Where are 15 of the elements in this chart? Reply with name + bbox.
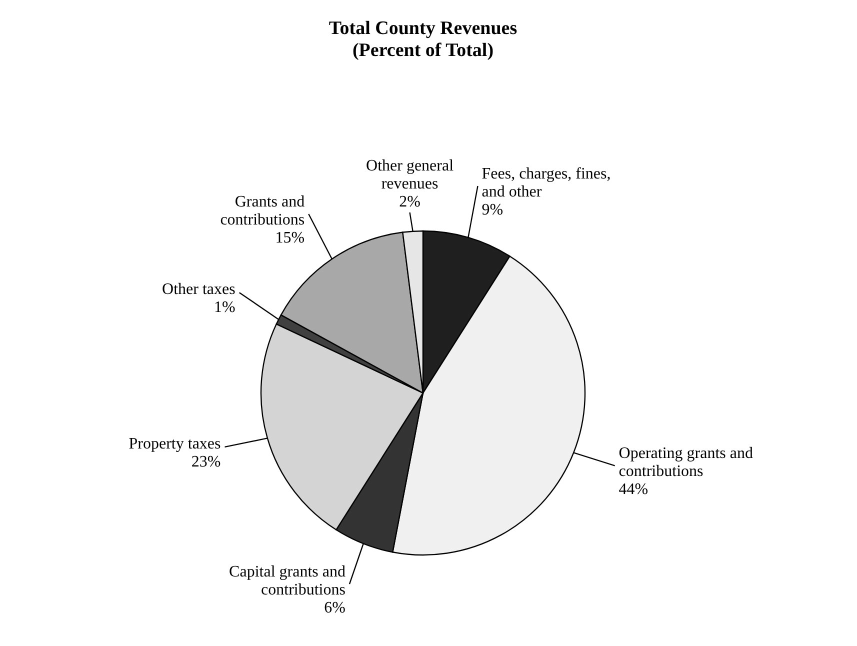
data-label: 44% (618, 481, 648, 498)
data-label: 2% (399, 193, 420, 210)
slice-label: Grants and contributions (220, 193, 305, 228)
data-label: 15% (275, 229, 305, 246)
slice-label: Other taxes (162, 280, 236, 298)
slice-label: Capital grants and contributions (229, 563, 346, 598)
data-label: 23% (191, 453, 221, 470)
chart-title: Total County Revenues (Percent of Total) (328, 18, 518, 61)
data-label: 1% (214, 298, 236, 316)
data-label: 6% (324, 599, 346, 616)
slice-label: Operating grants and contributions (618, 445, 753, 480)
slice-label: Property taxes (128, 435, 221, 452)
data-label: 9% (482, 201, 504, 218)
slice-label: Other general revenues (366, 157, 454, 192)
slice-label: Fees, charges, fines, and other (482, 165, 611, 200)
